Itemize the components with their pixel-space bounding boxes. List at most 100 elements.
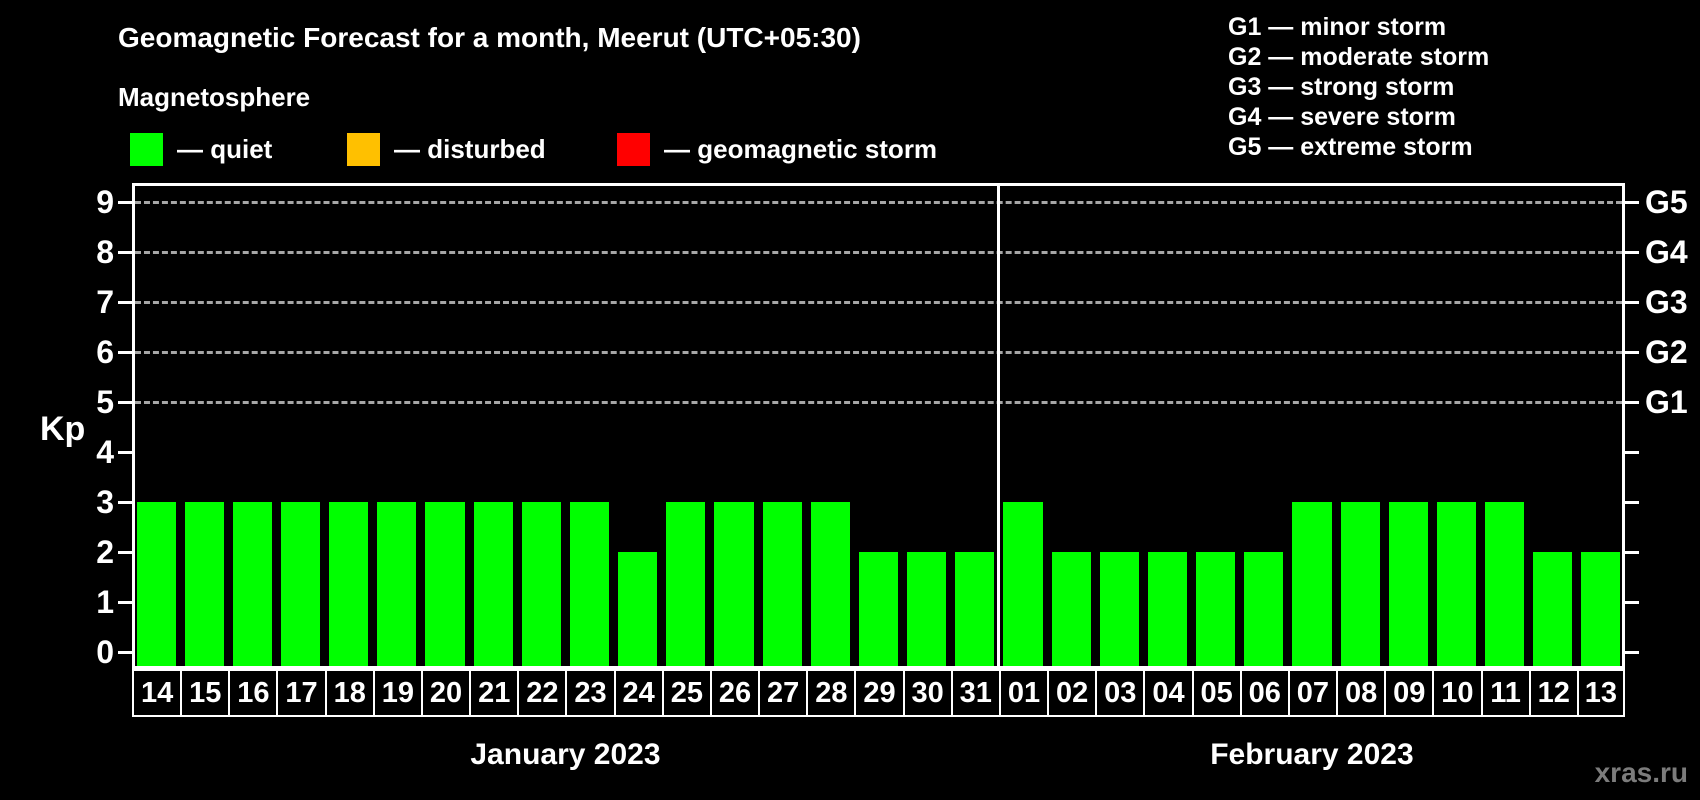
- y-tick-label-8: 8: [96, 234, 114, 270]
- day-cell-02: 02: [1047, 669, 1098, 717]
- day-cell-31: 31: [950, 669, 1001, 717]
- day-cell-03: 03: [1095, 669, 1146, 717]
- month-divider: [997, 186, 1001, 666]
- day-cell-08: 08: [1336, 669, 1387, 717]
- day-cell-19: 19: [372, 669, 423, 717]
- kp-bar-day-12: [1533, 552, 1573, 666]
- day-cell-16: 16: [228, 669, 279, 717]
- quiet-color-swatch: [130, 133, 163, 166]
- day-cell-10: 10: [1432, 669, 1483, 717]
- kp-bar-day-02: [1051, 552, 1091, 666]
- kp-bar-day-03: [1099, 552, 1139, 666]
- y-tick-left: [118, 200, 132, 204]
- y-tick-label-5: 5: [96, 384, 114, 420]
- day-cell-24: 24: [613, 669, 664, 717]
- kp-bar-day-27: [762, 502, 802, 666]
- y-tick-label-9: 9: [96, 184, 114, 220]
- gridline-g3: [135, 301, 1622, 304]
- kp-bar-day-15: [184, 502, 224, 666]
- y-tick-right: [1625, 600, 1639, 604]
- y-tick-left: [118, 250, 132, 254]
- y-tick-label-7: 7: [96, 284, 114, 320]
- y-tick-left: [118, 500, 132, 504]
- storm-scale-g3: G3 — strong storm: [1228, 73, 1455, 101]
- kp-bar-day-14: [136, 502, 176, 666]
- kp-bar-day-10: [1436, 502, 1476, 666]
- day-cell-04: 04: [1143, 669, 1194, 717]
- day-cell-07: 07: [1287, 669, 1339, 717]
- gridline-g4: [135, 251, 1622, 254]
- kp-bar-day-28: [810, 502, 850, 666]
- day-cell-01: 01: [998, 669, 1050, 717]
- xras-watermark: xras.ru: [1594, 757, 1688, 788]
- kp-bar-day-19: [377, 502, 417, 666]
- kp-bar-day-09: [1388, 502, 1428, 666]
- day-cell-27: 27: [758, 669, 809, 717]
- g-level-label-g3: G3: [1645, 284, 1688, 320]
- kp-bar-day-29: [858, 552, 899, 666]
- kp-bar-day-04: [1147, 552, 1188, 666]
- y-tick-label-2: 2: [96, 534, 114, 570]
- kp-bar-day-16: [232, 502, 272, 666]
- storm-color-swatch: [617, 133, 650, 166]
- y-tick-left: [118, 650, 132, 654]
- kp-bar-day-06: [1244, 552, 1284, 666]
- y-tick-left: [118, 300, 132, 304]
- kp-bar-day-08: [1340, 502, 1380, 666]
- plot-border: [132, 183, 1625, 669]
- y-tick-right: [1625, 650, 1639, 654]
- y-tick-left: [118, 450, 132, 454]
- g-level-label-g4: G4: [1645, 234, 1688, 270]
- day-cell-26: 26: [709, 669, 761, 717]
- day-cell-12: 12: [1528, 669, 1579, 717]
- y-tick-label-6: 6: [96, 334, 114, 370]
- disturbed-color-swatch: [347, 133, 380, 166]
- y-tick-label-3: 3: [96, 484, 114, 520]
- day-cell-09: 09: [1384, 669, 1435, 717]
- gridline-g5: [135, 201, 1622, 204]
- storm-scale-g4: G4 — severe storm: [1228, 103, 1456, 131]
- kp-bar-day-05: [1196, 552, 1236, 666]
- y-tick-left: [118, 400, 132, 404]
- chart-title: Geomagnetic Forecast for a month, Meerut…: [118, 22, 861, 53]
- day-cell-15: 15: [180, 669, 231, 717]
- kp-bar-day-26: [714, 502, 754, 666]
- legend-item-storm: — geomagnetic storm: [617, 133, 937, 166]
- kp-bar-day-11: [1485, 502, 1525, 666]
- kp-bar-day-20: [425, 502, 465, 666]
- day-cell-30: 30: [902, 669, 953, 717]
- kp-bar-day-21: [473, 502, 513, 666]
- day-cell-23: 23: [565, 669, 616, 717]
- storm-label: — geomagnetic storm: [664, 134, 938, 164]
- storm-scale-g5: G5 — extreme storm: [1228, 133, 1473, 161]
- day-cell-29: 29: [854, 669, 905, 717]
- y-tick-right: [1625, 450, 1639, 454]
- day-cell-18: 18: [324, 669, 375, 717]
- day-cell-20: 20: [420, 669, 472, 717]
- y-tick-label-1: 1: [96, 584, 114, 620]
- day-cell-28: 28: [806, 669, 857, 717]
- y-tick-right: [1625, 300, 1639, 304]
- y-tick-right: [1625, 250, 1639, 254]
- kp-bar-day-31: [955, 552, 995, 666]
- y-tick-label-0: 0: [96, 634, 114, 670]
- kp-bar-day-24: [618, 552, 658, 666]
- legend-item-quiet: — quiet: [130, 133, 272, 166]
- y-tick-left: [118, 550, 132, 554]
- kp-bar-day-17: [280, 502, 321, 666]
- magnetosphere-label: Magnetosphere: [118, 82, 311, 112]
- kp-bar-day-23: [569, 502, 610, 666]
- kp-bar-day-13: [1581, 552, 1621, 666]
- gridline-g1: [135, 401, 1622, 404]
- day-cell-06: 06: [1239, 669, 1290, 717]
- day-cell-17: 17: [276, 669, 327, 717]
- g-level-label-g1: G1: [1645, 384, 1688, 420]
- kp-axis-label: Kp: [40, 410, 86, 448]
- y-tick-left: [118, 600, 132, 604]
- legend-item-disturbed: — disturbed: [347, 133, 546, 166]
- gridline-g2: [135, 351, 1622, 354]
- y-tick-right: [1625, 500, 1639, 504]
- g-level-label-g5: G5: [1645, 184, 1688, 220]
